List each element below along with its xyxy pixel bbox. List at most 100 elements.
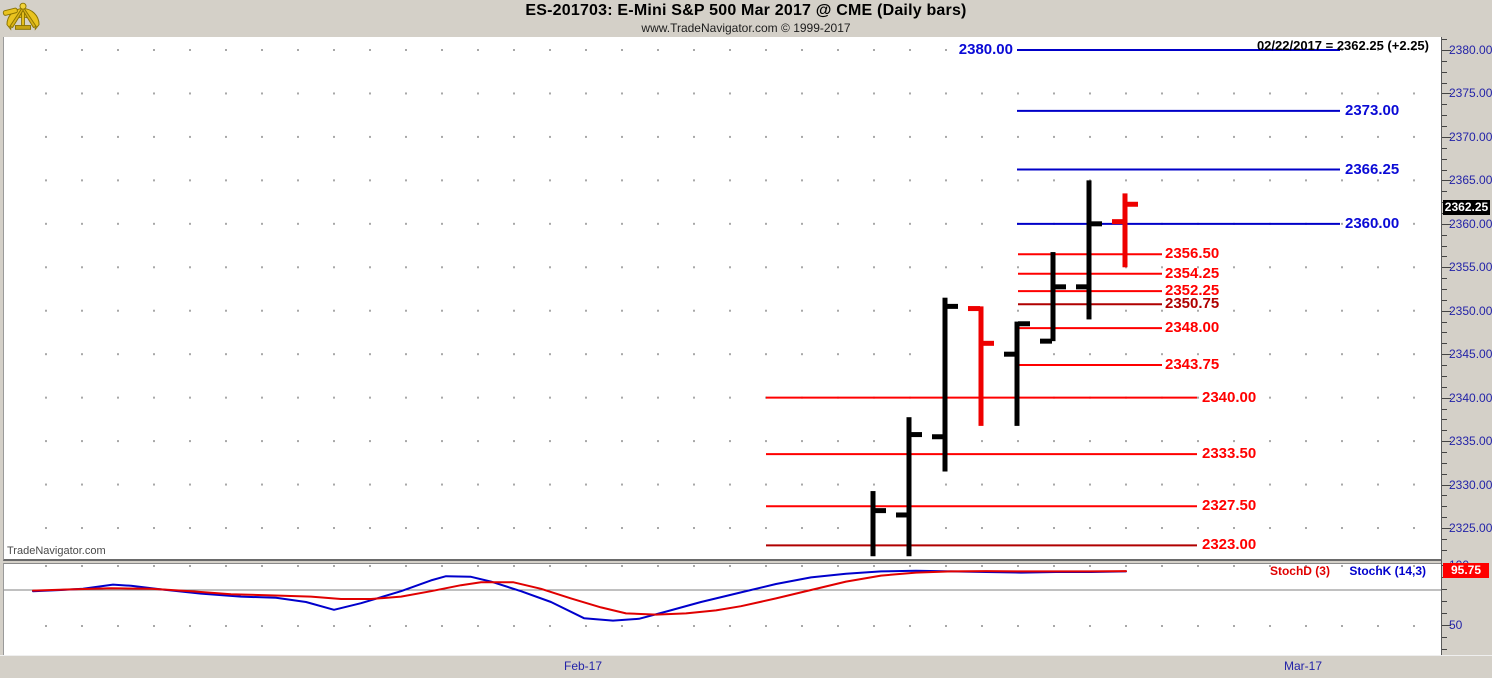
legend-stochd[interactable]: StochD (3) (1269, 564, 1330, 578)
grid-dot (405, 222, 407, 225)
axis-tick (1442, 278, 1447, 280)
grid-dot (297, 483, 299, 486)
grid-dot (441, 483, 443, 486)
grid-dot (981, 266, 983, 269)
grid-dot (657, 353, 659, 356)
grid-dot (153, 92, 155, 95)
grid-dot (477, 49, 479, 51)
grid-dot (225, 49, 227, 51)
grid-dot (261, 483, 263, 486)
axis-tick (1442, 332, 1447, 334)
axis-tick (1442, 430, 1447, 432)
grid-dot (1233, 483, 1235, 486)
stochastics-plot[interactable]: StochD (3) StochK (14,3) (3, 563, 1442, 657)
grid-dot (1341, 565, 1343, 567)
price-axis-label: 2375.00 (1449, 86, 1492, 101)
grid-dot (1233, 565, 1235, 567)
grid-dot (117, 49, 119, 51)
grid-dot (657, 440, 659, 443)
grid-dot (765, 527, 767, 530)
stoch-series-line (32, 570, 1127, 616)
axis-tick (1442, 589, 1447, 590)
grid-dot (1233, 266, 1235, 269)
grid-dot (1305, 353, 1307, 356)
grid-dot (81, 353, 83, 356)
grid-dot (225, 92, 227, 95)
grid-dot (693, 92, 695, 95)
axis-tick (1442, 289, 1447, 290)
price-axis-label: 2340.00 (1449, 390, 1492, 405)
price-scale-gutter[interactable]: 2380.00 2375.00 2370.00 2365.00 2360.00 2355.… (1441, 37, 1492, 655)
axis-tick (1442, 115, 1447, 117)
grid-dot (837, 179, 839, 182)
grid-dot (1017, 483, 1019, 486)
grid-dot (1017, 135, 1019, 138)
grid-dot (477, 179, 479, 182)
grid-dot (1233, 179, 1235, 182)
grid-dot (1161, 179, 1163, 182)
grid-dot (1089, 483, 1091, 486)
grid-dot (477, 266, 479, 269)
grid-dot (1053, 440, 1055, 443)
date-axis[interactable]: Feb-17 Mar-17 (0, 655, 1492, 678)
grid-dot (333, 135, 335, 138)
grid-dot (297, 565, 299, 567)
grid-dot (225, 483, 227, 486)
grid-dot (189, 353, 191, 356)
grid-dot (585, 440, 587, 443)
grid-dot (369, 565, 371, 567)
grid-dot (225, 266, 227, 269)
grid-dot (369, 483, 371, 486)
price-chart-plot[interactable]: 2380.00 2373.00 2366.25 2360.00 2356.50 2354.… (3, 37, 1442, 561)
ohlc-bar (968, 306, 994, 426)
grid-dot (693, 483, 695, 486)
grid-dot (405, 625, 407, 627)
grid-dot (801, 309, 803, 312)
grid-dot (369, 353, 371, 356)
grid-dot (117, 353, 119, 356)
grid-dot (1341, 309, 1343, 312)
grid-dot (513, 92, 515, 95)
grid-dot (1017, 527, 1019, 530)
axis-tick (1442, 93, 1451, 95)
grid-dot (729, 396, 731, 399)
price-axis-label: 2360.00 (1449, 216, 1492, 231)
grid-dot (225, 309, 227, 312)
grid-dot (765, 179, 767, 182)
grid-dot (333, 440, 335, 443)
grid-dot (1161, 483, 1163, 486)
grid-dot (549, 353, 551, 356)
grid-dot (549, 440, 551, 443)
grid-dot (837, 266, 839, 269)
grid-dot (45, 440, 47, 443)
axis-tick (1442, 126, 1447, 128)
grid-dot (585, 49, 587, 51)
grid-dot (225, 135, 227, 138)
grid-dot (945, 266, 947, 269)
grid-dot (81, 625, 83, 627)
legend-stochk[interactable]: StochK (14,3) (1349, 564, 1426, 578)
grid-dot (81, 49, 83, 51)
grid-dot (981, 527, 983, 530)
grid-dot (513, 309, 515, 312)
grid-dot (1413, 440, 1415, 443)
grid-dot (153, 222, 155, 225)
grid-dot (837, 222, 839, 225)
grid-dot (657, 49, 659, 51)
grid-dot (729, 222, 731, 225)
grid-dot (1341, 483, 1343, 486)
axis-tick (1442, 473, 1447, 475)
grid-dot (1305, 179, 1307, 182)
grid-dot (981, 440, 983, 443)
grid-dot (369, 440, 371, 443)
grid-dot (1197, 396, 1199, 399)
grid-dot (441, 266, 443, 269)
watermark: TradeNavigator.com (7, 545, 106, 557)
grid-dot (189, 396, 191, 399)
grid-dot (1413, 92, 1415, 95)
axis-tick (1442, 147, 1447, 149)
grid-dot (909, 92, 911, 95)
grid-dot (333, 179, 335, 182)
grid-dot (1053, 483, 1055, 486)
grid-dot (729, 527, 731, 530)
